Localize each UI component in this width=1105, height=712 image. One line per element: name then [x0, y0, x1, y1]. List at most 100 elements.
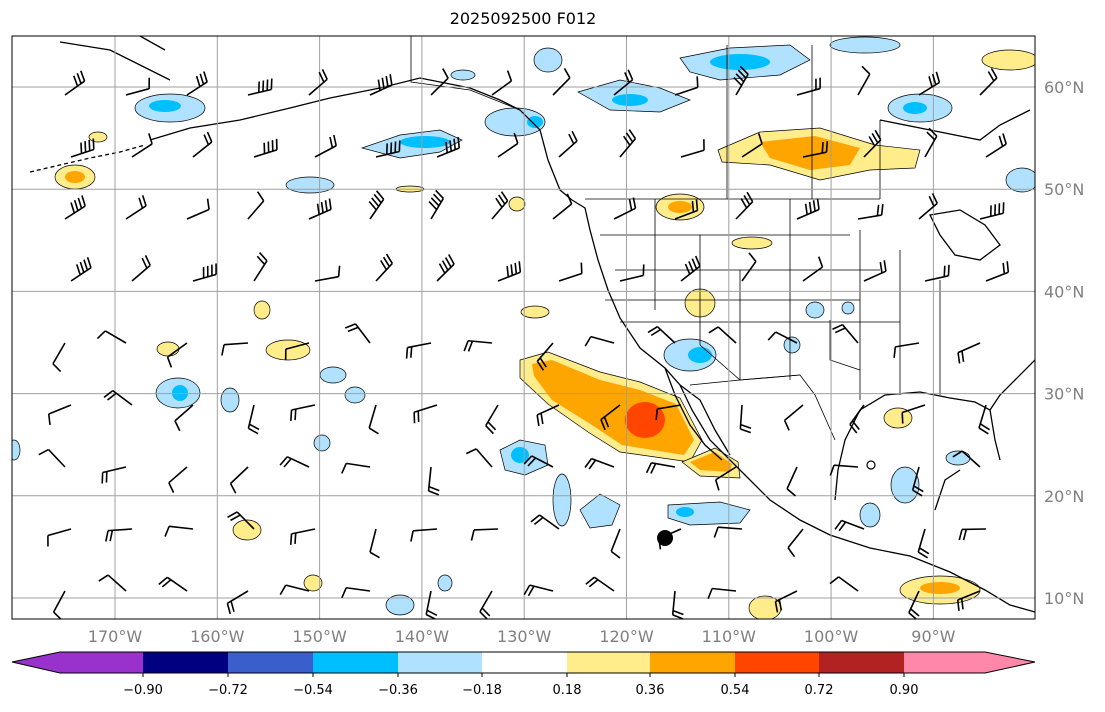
negative-anomaly-region — [437, 574, 453, 592]
wind-barb — [410, 528, 438, 542]
wind-barb — [952, 450, 981, 468]
positive-anomaly-region — [690, 452, 732, 472]
colorbar-segment — [650, 652, 735, 673]
wind-barb — [125, 77, 151, 96]
positive-anomaly-region — [625, 402, 665, 438]
wind-barb — [735, 191, 754, 220]
wind-barb — [125, 195, 147, 220]
great-lakes — [929, 209, 1001, 261]
longitude-label: 100°W — [804, 627, 859, 646]
wind-barb — [714, 466, 737, 491]
wind-barb — [619, 129, 637, 158]
wind-barb — [308, 69, 328, 96]
wind-barb — [647, 325, 676, 344]
wind-barb — [901, 404, 926, 424]
wind-barb — [558, 262, 583, 282]
wind-barb — [436, 137, 461, 158]
wind-barb — [96, 330, 127, 344]
wind-barb — [979, 68, 998, 96]
baja-california — [664, 367, 731, 461]
wind-barb — [247, 191, 265, 220]
colorbar-tick-label: 0.90 — [890, 683, 919, 698]
longitude-label: 160°W — [190, 627, 245, 646]
wind-barb — [168, 466, 188, 493]
negative-anomaly-region — [676, 507, 694, 517]
hudson-bay-coast — [879, 109, 1031, 141]
gulf-of-mexico-coast — [834, 391, 1001, 511]
wind-barb — [247, 78, 273, 96]
negative-anomaly-region — [344, 386, 366, 404]
alaska-north-coast — [59, 36, 171, 81]
alaska-coast — [149, 77, 573, 201]
colorbar-tick-label: 0.72 — [805, 683, 834, 698]
wind-barb — [917, 528, 930, 559]
colorbar-segment — [228, 652, 313, 673]
wind-barb — [680, 139, 705, 158]
wind-barb — [645, 462, 676, 474]
wind-barb — [829, 464, 859, 476]
positive-anomaly-region — [232, 519, 262, 541]
latitude-label: 10°N — [1044, 589, 1084, 608]
longitude-label: 110°W — [702, 627, 757, 646]
wind-barb — [787, 528, 804, 558]
wind-barb — [98, 574, 127, 592]
wind-barb — [314, 134, 337, 158]
positive-anomaly-region — [731, 236, 773, 250]
colorbar-tick-label: −0.36 — [378, 683, 418, 698]
negative-anomaly-region — [688, 347, 712, 363]
wind-barb — [774, 590, 798, 613]
wind-barb — [186, 71, 208, 96]
wind-barb — [863, 260, 887, 282]
wind-barb — [613, 197, 637, 220]
wind-barb — [523, 455, 554, 468]
wind-barb — [857, 65, 871, 96]
wind-barb — [802, 141, 829, 158]
gridlines — [12, 36, 1035, 619]
wind-barb — [174, 404, 194, 432]
negative-anomaly-region — [400, 136, 450, 148]
positive-anomaly-region — [981, 49, 1035, 71]
longitude-label: 90°W — [911, 627, 955, 646]
wind-barb — [530, 514, 560, 530]
wind-barb — [674, 76, 699, 96]
negative-anomaly-region — [612, 94, 648, 106]
negative-anomaly-region — [149, 100, 181, 112]
wind-barb — [289, 528, 316, 545]
colorbar-tick-label: 0.18 — [553, 683, 582, 698]
map-title: 2025092500 F012 — [449, 9, 597, 28]
negative-anomaly-region — [805, 301, 825, 319]
wind-barb — [585, 576, 615, 592]
negative-anomaly-region — [172, 385, 188, 401]
colorbar-tick-label: −0.72 — [208, 683, 248, 698]
station-marker — [657, 530, 673, 546]
colorbar-segment — [313, 652, 398, 673]
wind-barb — [863, 129, 882, 158]
wind-barb — [405, 342, 432, 359]
positive-anomaly-region — [253, 300, 271, 320]
wind-barb — [708, 326, 737, 344]
wind-barb — [341, 462, 371, 474]
wind-barb — [849, 404, 865, 434]
negative-anomaly-region — [527, 116, 543, 128]
wind-barb — [247, 404, 260, 435]
wind-barb — [186, 198, 210, 220]
wind-barb — [131, 133, 153, 158]
negative-anomaly-region — [903, 102, 927, 114]
wind-barb — [368, 190, 385, 220]
negative-anomaly-region — [579, 493, 621, 529]
colorbar-segment — [482, 652, 567, 673]
wind-barb — [226, 590, 249, 615]
wind-barb — [619, 264, 645, 282]
latitude-label: 60°N — [1044, 78, 1084, 97]
wind-barb — [101, 466, 127, 484]
negative-anomaly-region — [220, 387, 240, 413]
wind-barb — [786, 466, 798, 497]
wind-barb — [375, 253, 393, 282]
wind-barb — [829, 576, 859, 592]
wind-barb — [739, 404, 752, 434]
wind-barb — [427, 466, 440, 496]
wind-barb — [956, 590, 981, 611]
wind-barb — [103, 390, 133, 406]
wind-barb — [552, 67, 571, 96]
negative-anomaly-region — [829, 36, 901, 54]
